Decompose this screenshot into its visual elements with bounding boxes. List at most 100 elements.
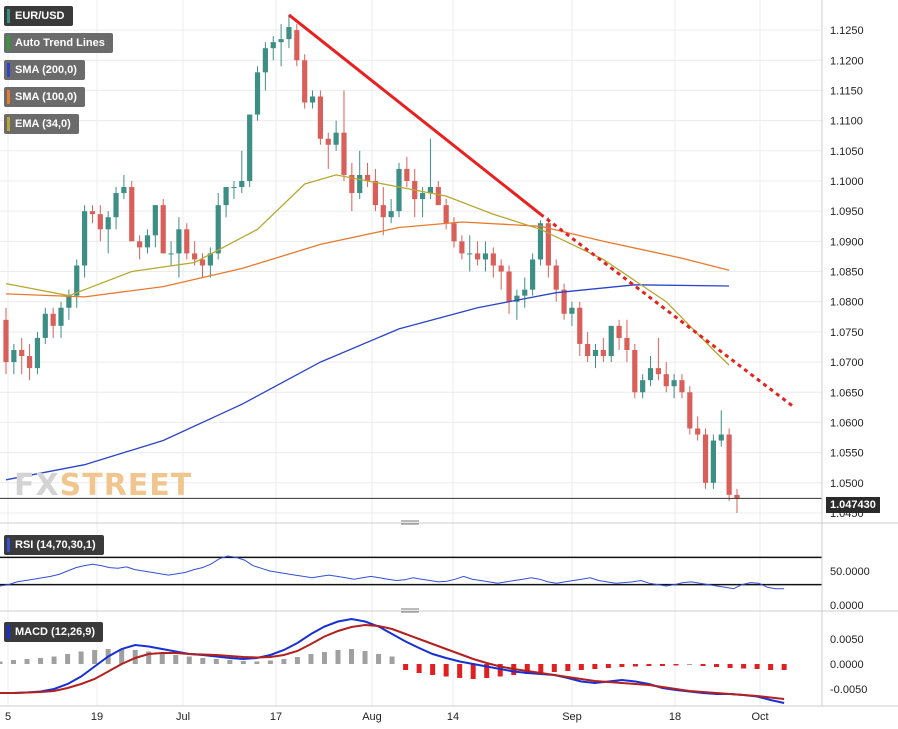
legend-sma100[interactable]: SMA (100,0) <box>4 87 85 107</box>
macd-histogram-bar <box>430 664 436 675</box>
legend-symbol[interactable]: EUR/USD <box>4 6 73 26</box>
candle-body <box>702 434 709 483</box>
macd-histogram-bar <box>443 664 449 677</box>
candle-body <box>561 289 567 314</box>
ema34-line <box>5 174 730 366</box>
price-tick-label: 1.1200 <box>830 55 864 67</box>
legend-trend[interactable]: Auto Trend Lines <box>4 33 113 53</box>
x-tick-label: 19 <box>91 711 103 723</box>
rsi-tick-label: 50.0000 <box>830 566 870 578</box>
price-tick-label: 1.1100 <box>830 116 863 128</box>
candle-body <box>247 114 253 181</box>
candle-body <box>121 187 127 194</box>
candle-body <box>640 380 646 393</box>
candle-body <box>341 132 347 175</box>
rsi-panel: 50.0000 0.0000 <box>0 555 870 612</box>
macd-histogram-bar <box>457 664 463 678</box>
macd-histogram-bar <box>213 659 219 664</box>
price-tick-label: 1.0950 <box>830 206 864 218</box>
price-tick-label: 1.0850 <box>830 267 864 279</box>
candle-body <box>467 253 473 255</box>
macd-histogram-bar <box>524 664 530 674</box>
candle-body <box>113 193 119 218</box>
moving-averages <box>5 174 730 481</box>
candle-body <box>475 253 481 260</box>
legend-sma200-label: SMA (200,0) <box>15 64 77 76</box>
panel-dividers <box>0 0 898 707</box>
logo-fx: FX <box>14 468 60 503</box>
candle-body <box>11 350 17 363</box>
candle-body <box>632 350 638 393</box>
symbol-swatch <box>7 9 10 23</box>
candle-body <box>184 229 190 254</box>
macd-histogram-bar <box>619 664 625 667</box>
x-tick-label: Sep <box>562 711 582 723</box>
candle-body <box>317 96 323 139</box>
candle-body <box>129 187 135 242</box>
candle-body <box>58 307 64 326</box>
sma200-line <box>5 284 730 481</box>
candle-body <box>19 350 25 357</box>
candle-body <box>223 187 229 206</box>
legend-symbol-label: EUR/USD <box>15 10 65 22</box>
x-axis: 5 19 Jul 17 Aug 14 Sep 18 Oct <box>5 711 769 723</box>
macd-histogram-bar <box>65 654 71 664</box>
candle-body <box>647 368 654 381</box>
macd-histogram-bar <box>173 655 179 664</box>
macd-histogram-bar <box>24 659 30 664</box>
candle-body <box>26 356 33 369</box>
legend-macd-label: MACD (12,26,9) <box>15 626 96 638</box>
candle-body <box>585 343 591 357</box>
candle-body <box>34 337 41 369</box>
legend-ema34[interactable]: EMA (34,0) <box>4 114 79 134</box>
x-tick-label: 5 <box>5 711 11 723</box>
sma100-swatch <box>7 90 10 104</box>
macd-tick-label: -0.0050 <box>830 684 867 696</box>
candle-body <box>82 211 88 266</box>
macd-histogram-bar <box>565 664 571 671</box>
candle-body <box>419 193 426 200</box>
candle-body <box>396 168 402 212</box>
legend-ema34-label: EMA (34,0) <box>15 118 71 130</box>
price-tick-label: 1.0500 <box>830 478 864 490</box>
candle-body <box>608 325 614 357</box>
candle-body <box>490 253 496 266</box>
macd-histogram-bar <box>741 664 747 669</box>
candle-body <box>144 235 151 248</box>
macd-histogram-bar <box>700 664 706 666</box>
candle-body <box>451 223 457 242</box>
candle-body <box>349 174 355 194</box>
macd-histogram-bar <box>727 664 733 668</box>
macd-histogram-bar <box>416 664 422 673</box>
price-tick-label: 1.0550 <box>830 448 864 460</box>
candle-body <box>537 223 544 260</box>
candle-body <box>687 392 693 429</box>
signal-line <box>0 623 785 700</box>
candle-body <box>616 325 622 338</box>
candle-body <box>152 205 158 236</box>
candle-body <box>522 289 528 296</box>
trend-line <box>288 13 542 216</box>
macd-histogram-bar <box>186 656 192 664</box>
legend-macd[interactable]: MACD (12,26,9) <box>4 622 104 642</box>
price-tick-label: 1.1050 <box>830 146 864 158</box>
candle-body <box>302 60 308 103</box>
grid-lines <box>0 0 822 706</box>
legend-rsi[interactable]: RSI (14,70,30,1) <box>4 535 104 555</box>
macd-histogram-bar <box>146 651 152 664</box>
macd-histogram-bar <box>200 658 206 664</box>
candle-body <box>207 253 213 266</box>
macd-histogram-bar <box>592 664 598 669</box>
macd-histogram-bar <box>376 654 382 664</box>
candle-body <box>372 180 379 206</box>
trend-lines <box>0 13 822 499</box>
candle-body <box>506 271 512 302</box>
candle-body <box>577 307 583 344</box>
macd-histogram-bar <box>321 652 327 664</box>
legend-sma200[interactable]: SMA (200,0) <box>4 60 85 80</box>
candle-body <box>42 313 48 338</box>
macd-histogram-bar <box>51 656 57 664</box>
rsi-swatch <box>7 538 10 552</box>
candle-body <box>66 295 72 308</box>
candle-body <box>278 39 284 43</box>
